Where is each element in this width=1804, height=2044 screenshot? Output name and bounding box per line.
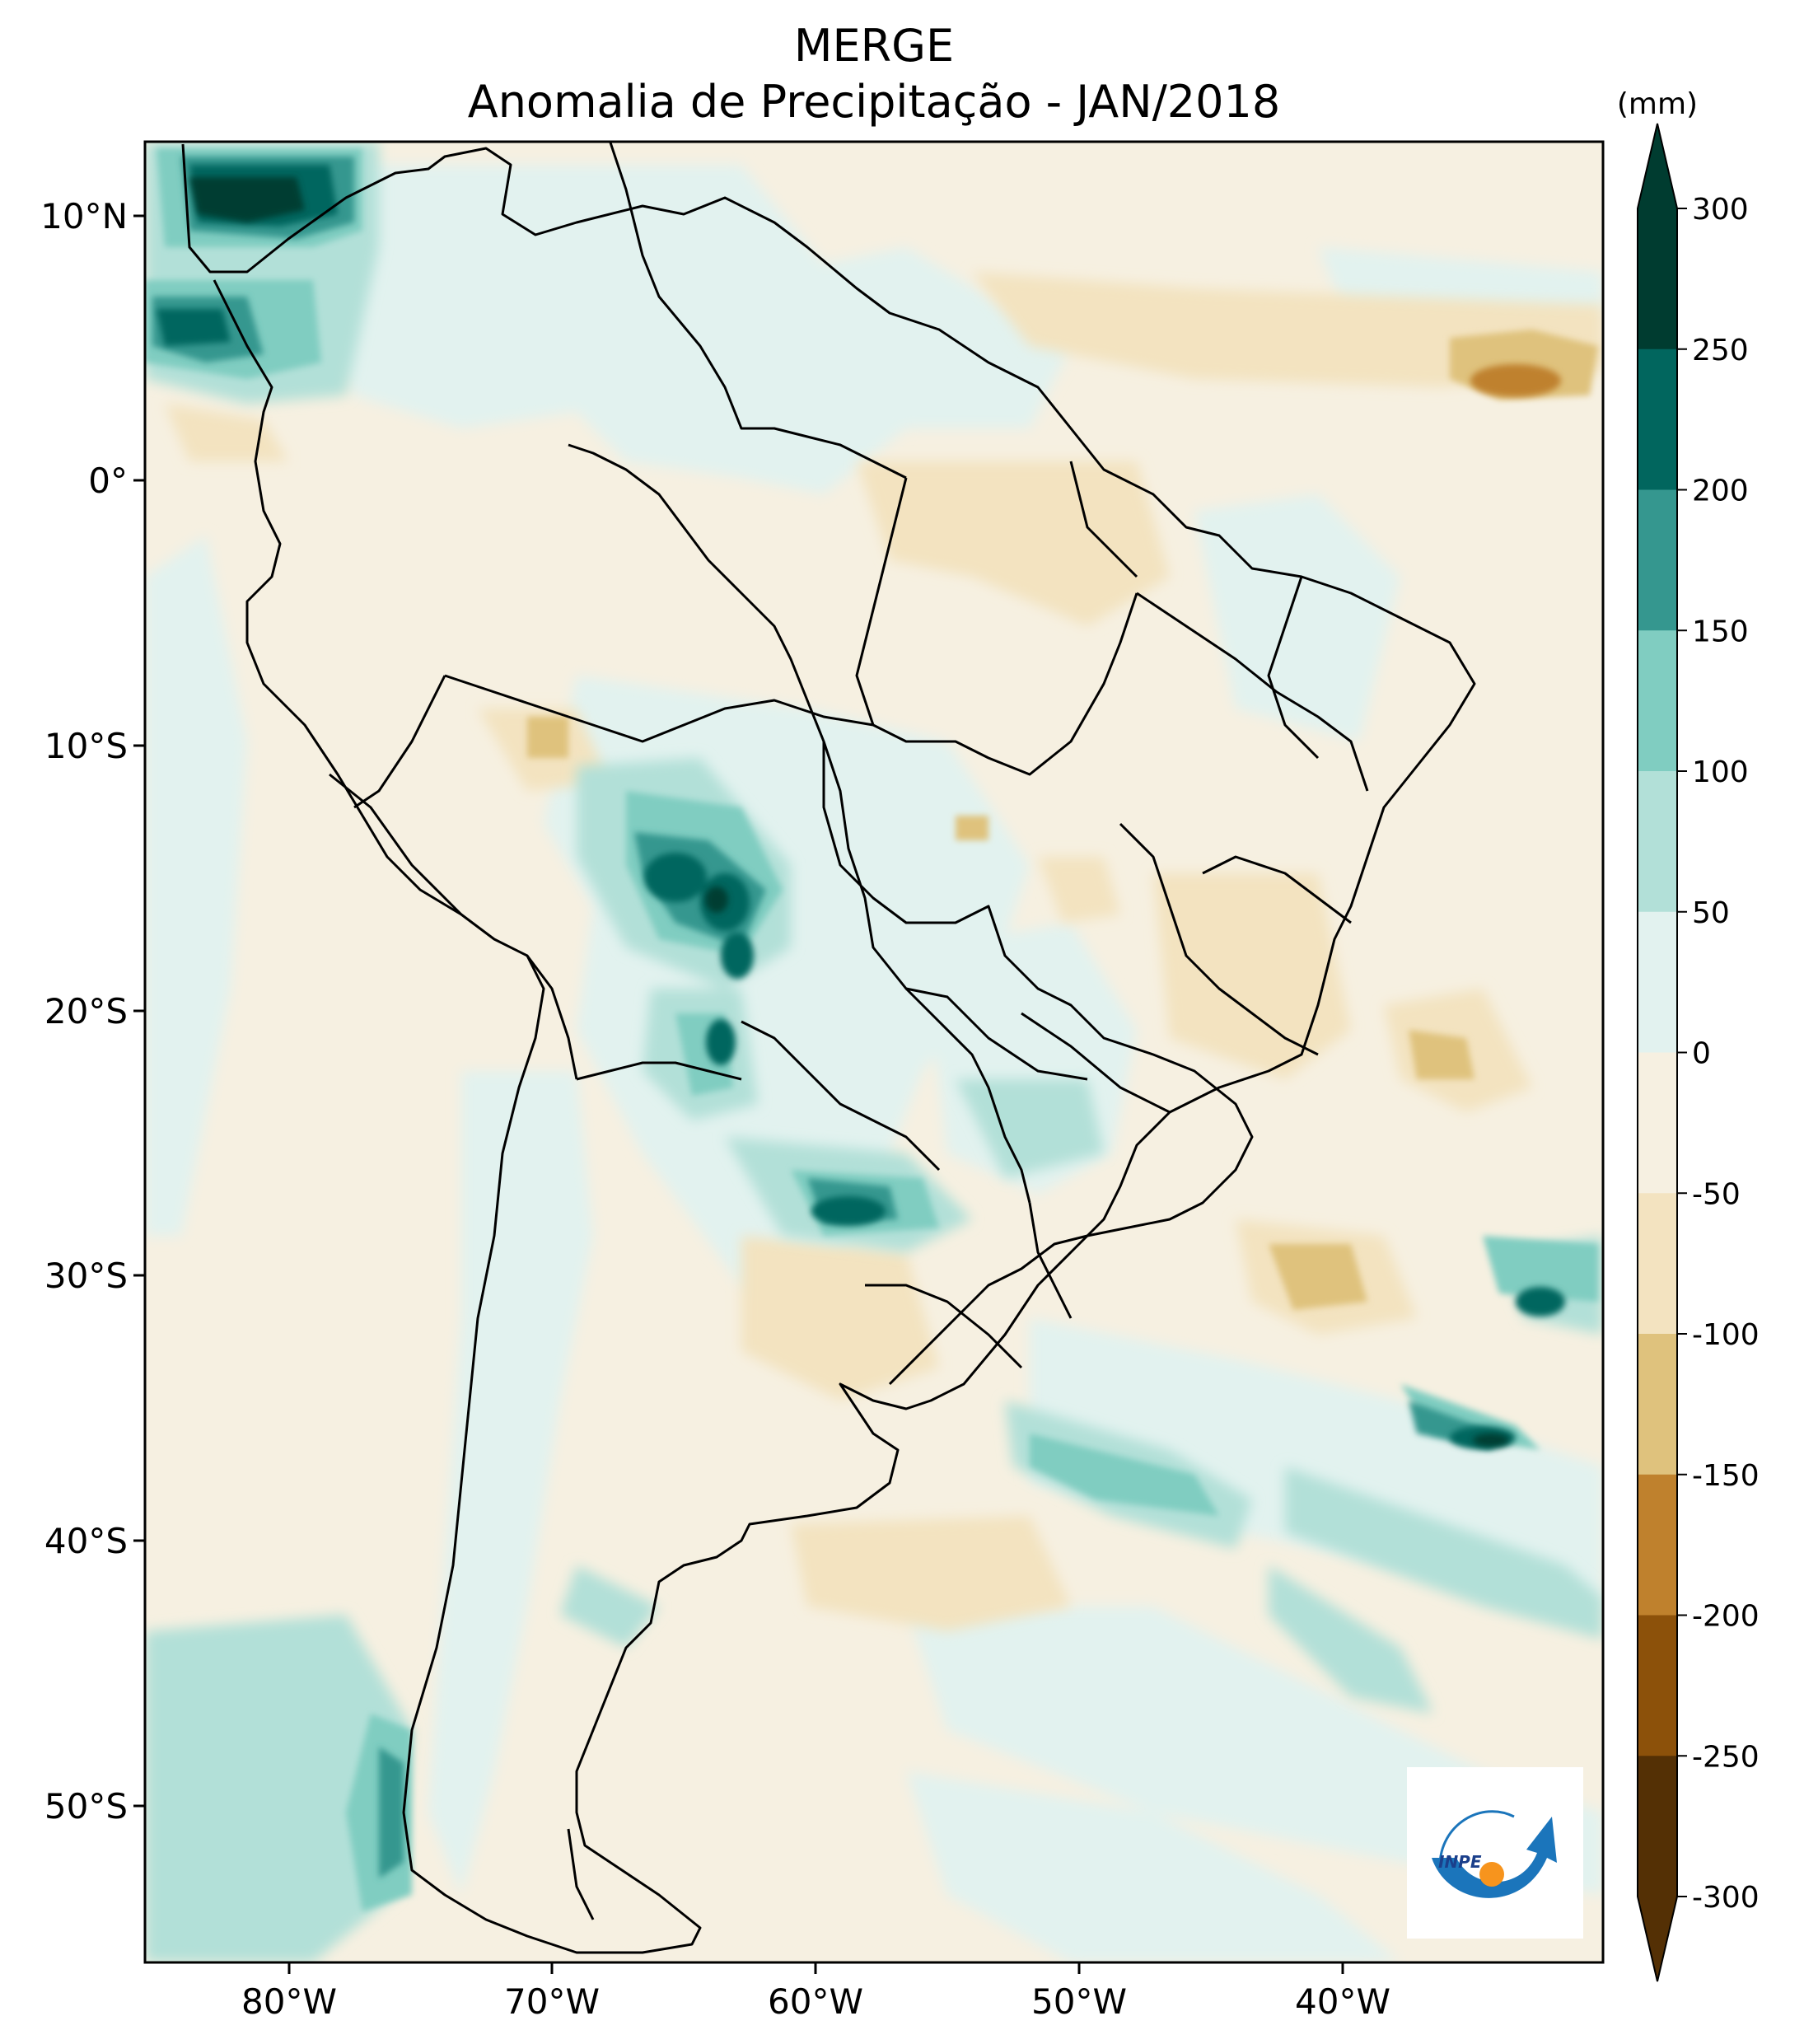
colorbar-segment — [1638, 1756, 1677, 1897]
figure-subtitle: Anomalia de Precipitação - JAN/2018 — [467, 76, 1281, 128]
colorbar-segment — [1638, 630, 1677, 772]
colorbar-segment — [1638, 911, 1677, 1053]
figure-title: MERGE — [793, 20, 955, 72]
inpe-logo-icon: INPE — [1432, 1810, 1557, 1898]
x-tick-label: 60°W — [768, 1981, 863, 2022]
colorbar-tick-label: 0 — [1692, 1037, 1711, 1071]
colorbar-tick-label: 200 — [1692, 475, 1749, 508]
y-tick-label: 30°S — [44, 1256, 128, 1296]
inpe-logo: INPE — [1407, 1767, 1583, 1939]
colorbar-segment — [1638, 489, 1677, 631]
x-tick-label: 80°W — [241, 1981, 337, 2022]
y-tick-label: 50°S — [44, 1786, 128, 1827]
y-tick-label: 40°S — [44, 1521, 128, 1561]
colorbar: (mm) 300 250 200 150 100 50 0 -50 -100 -150 -200 -2… — [1617, 87, 1760, 1982]
x-tick-label: 40°W — [1295, 1981, 1390, 2022]
anomaly-field — [145, 142, 1603, 1962]
colorbar-tick-label: 300 — [1692, 193, 1749, 227]
colorbar-tick-label: -200 — [1692, 1600, 1760, 1634]
colorbar-segment — [1638, 1193, 1677, 1335]
colorbar-tick-label: 50 — [1692, 896, 1730, 930]
colorbar-tick-label: -150 — [1692, 1459, 1760, 1493]
logo-text: INPE — [1438, 1852, 1482, 1872]
colorbar-tick-label: -250 — [1692, 1740, 1760, 1774]
colorbar-tick-label: -50 — [1692, 1177, 1741, 1211]
y-axis: 10°N 0° 10°S 20°S 30°S 40°S 50°S — [40, 196, 145, 1827]
coastlines — [181, 142, 1476, 1954]
colorbar-unit: (mm) — [1617, 87, 1698, 121]
colorbar-segment — [1638, 771, 1677, 913]
colorbar-segment — [1638, 1334, 1677, 1476]
y-tick-label: 10°N — [40, 196, 128, 236]
colorbar-segment — [1638, 1474, 1677, 1616]
y-tick-label: 0° — [88, 461, 128, 501]
colorbar-tick-label: 150 — [1692, 615, 1749, 648]
colorbar-segment — [1638, 1615, 1677, 1756]
colorbar-segment — [1638, 1052, 1677, 1194]
x-tick-label: 50°W — [1031, 1981, 1127, 2022]
colorbar-tick-label: 250 — [1692, 334, 1749, 367]
colorbar-extend-min — [1638, 1897, 1677, 1981]
colorbar-segment — [1638, 208, 1677, 350]
y-tick-label: 20°S — [44, 991, 128, 1031]
colorbar-extend-max — [1638, 124, 1677, 208]
colorbar-tick-label: -100 — [1692, 1318, 1760, 1352]
colorbar-tick-label: -300 — [1692, 1881, 1760, 1915]
colorbar-segment — [1638, 348, 1677, 490]
x-tick-label: 70°W — [504, 1981, 600, 2022]
colorbar-tick-label: 100 — [1692, 755, 1749, 789]
x-axis: 80°W 70°W 60°W 50°W 40°W — [241, 1962, 1390, 2022]
y-tick-label: 10°S — [44, 726, 128, 766]
map-frame — [143, 140, 1605, 1964]
